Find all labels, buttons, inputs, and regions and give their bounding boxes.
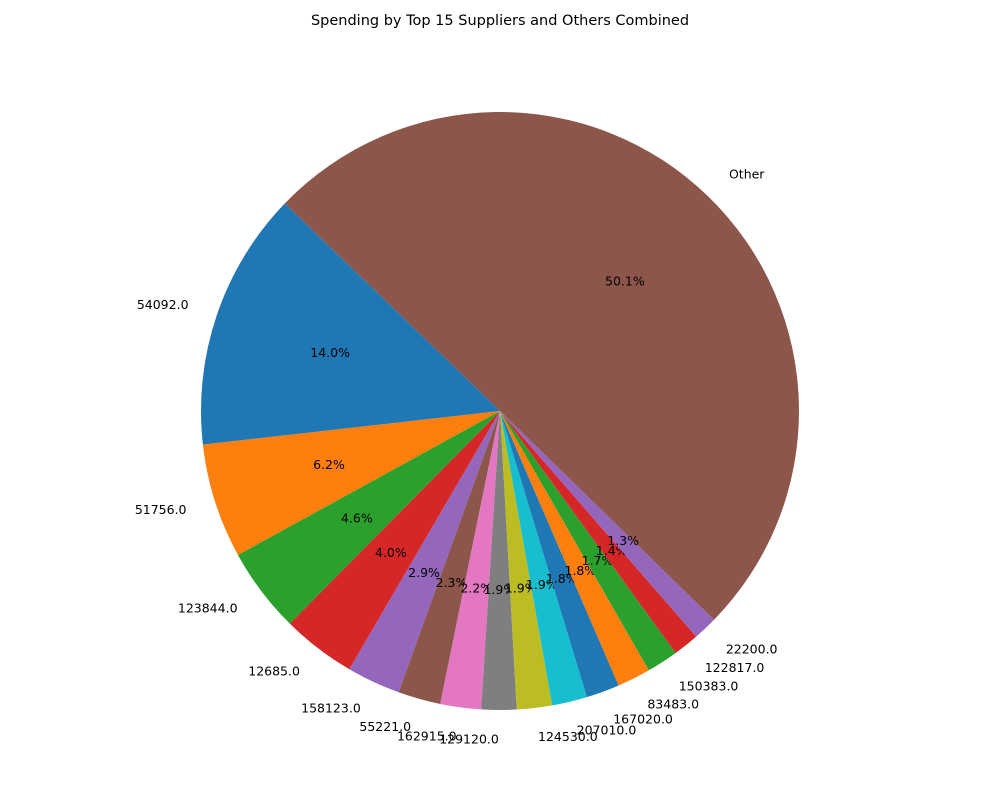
slice-label: 123844.0 xyxy=(178,601,238,616)
slice-percent-label: 14.0% xyxy=(310,345,350,360)
slice-percent-label: 1.8% xyxy=(546,571,578,586)
slice-label: 167020.0 xyxy=(613,711,673,726)
pie-slice xyxy=(481,411,517,710)
slice-label: 83483.0 xyxy=(647,697,699,712)
slice-label: 162915.0 xyxy=(397,729,457,744)
slice-percent-label: 1.9% xyxy=(505,581,537,596)
pie-slice xyxy=(202,411,501,555)
slice-label: 158123.0 xyxy=(301,700,361,715)
pie-slice xyxy=(398,411,500,704)
slice-percent-label: 50.1% xyxy=(605,274,645,289)
slice-percent-label: 1.8% xyxy=(565,563,597,578)
slice-label: 51756.0 xyxy=(135,502,187,517)
pie-slice xyxy=(500,411,587,706)
slice-label: 122817.0 xyxy=(705,660,765,675)
slice-label: 54092.0 xyxy=(137,297,189,312)
slice-percent-label: 6.2% xyxy=(313,457,345,472)
pie-slice xyxy=(349,411,500,693)
slice-percent-label: 2.9% xyxy=(408,565,440,580)
pie-slice xyxy=(500,411,697,653)
chart-title: Spending by Top 15 Suppliers and Others … xyxy=(310,13,690,29)
slice-percent-label: 4.0% xyxy=(375,545,407,560)
slice-percent-label: 2.3% xyxy=(436,575,468,590)
slice-percent-label: 1.9% xyxy=(526,577,558,592)
pie-slice xyxy=(201,203,500,445)
slice-percent-label: 1.7% xyxy=(582,553,614,568)
slice-percent-label: 1.3% xyxy=(607,533,639,548)
slice-label: 129120.0 xyxy=(439,731,499,746)
slice-percent-label: 2.2% xyxy=(460,580,492,595)
pie-slice xyxy=(289,411,500,670)
pie-slice xyxy=(500,411,649,686)
pie-slice xyxy=(500,411,619,698)
slice-label: 55221.0 xyxy=(359,719,411,734)
pie-slice xyxy=(237,411,501,624)
slice-label: 124530.0 xyxy=(538,729,598,744)
pie-slice xyxy=(440,411,500,710)
slice-label: 150383.0 xyxy=(679,679,739,694)
slice-label: 22200.0 xyxy=(726,642,778,657)
pie-slice xyxy=(500,411,714,637)
slice-percent-label: 4.6% xyxy=(341,511,373,526)
slice-percent-label: 1.9% xyxy=(483,582,515,597)
slice-label: 207010.0 xyxy=(577,722,637,737)
pie-slice xyxy=(284,112,799,620)
slice-label: 12685.0 xyxy=(248,664,300,679)
pie-slice xyxy=(500,411,676,671)
slice-label: Other xyxy=(729,166,765,181)
pie-slice xyxy=(500,411,553,710)
